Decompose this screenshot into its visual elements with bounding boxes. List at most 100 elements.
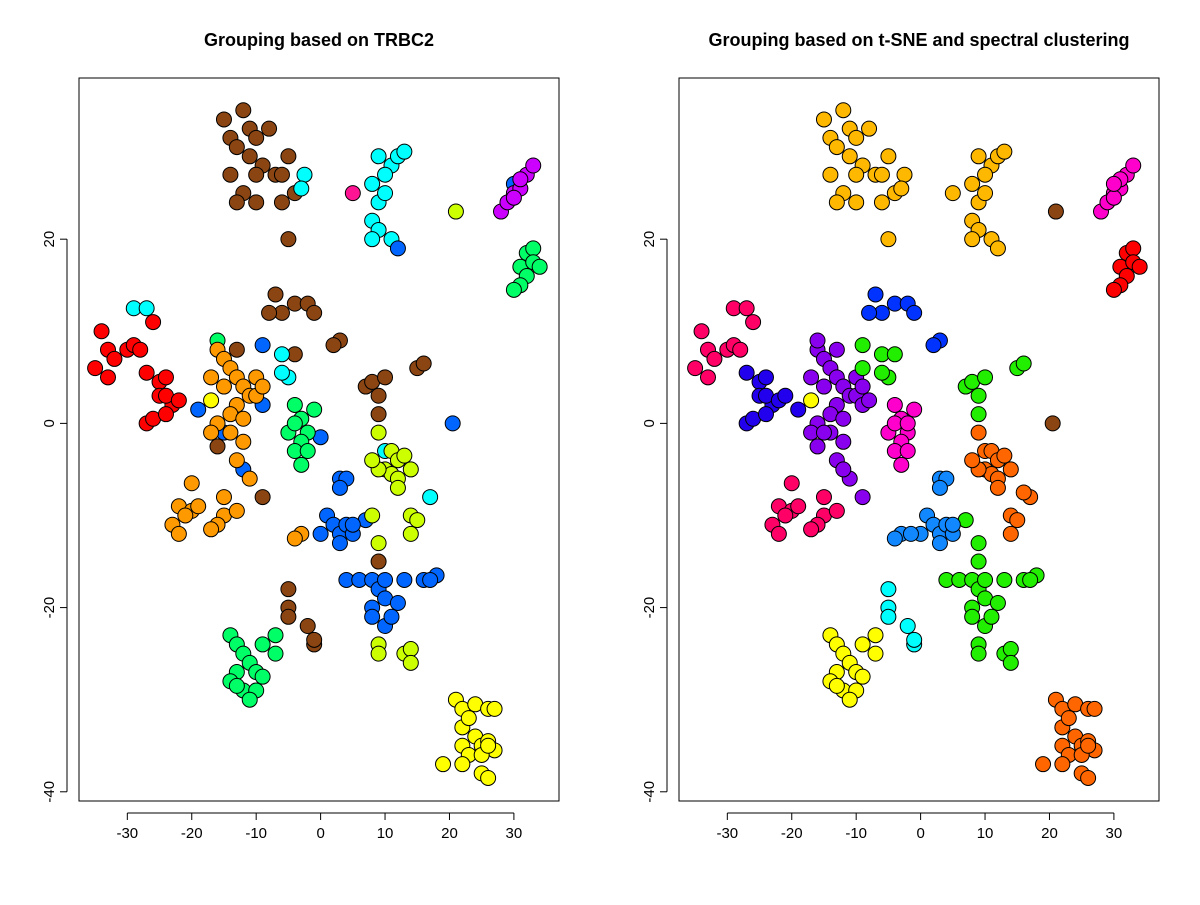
scatter-point (867, 627, 884, 644)
scatter-point (1015, 355, 1032, 372)
scatter-point (273, 166, 290, 183)
scatter-point (899, 443, 916, 460)
scatter-point (273, 364, 290, 381)
x-tick-label: -20 (781, 825, 803, 842)
scatter-point (525, 240, 542, 257)
scatter-point (396, 447, 413, 464)
series-6 (209, 240, 548, 708)
scatter-point (996, 447, 1013, 464)
scatter-point (93, 323, 110, 340)
scatter-point (693, 323, 710, 340)
series-7 (738, 364, 807, 432)
scatter-point (280, 148, 297, 165)
x-tick-label: -30 (716, 825, 738, 842)
chart-title: Grouping based on TRBC2 (204, 30, 434, 50)
scatter-point (964, 175, 981, 192)
series-9 (854, 337, 1045, 671)
y-tick-label: 20 (641, 231, 658, 248)
scatter-point (783, 475, 800, 492)
scatter-point (815, 489, 832, 506)
scatter-point (331, 535, 348, 552)
scatter-point (996, 143, 1013, 160)
scatter-point (861, 392, 878, 409)
scatter-point (389, 240, 406, 257)
scatter-point (699, 369, 716, 386)
scatter-point (809, 332, 826, 349)
scatter-point (280, 608, 297, 625)
scatter-point (854, 668, 871, 685)
series-4 (1105, 240, 1148, 298)
scatter-point (364, 231, 381, 248)
scatter-point (899, 415, 916, 432)
scatter-point (364, 608, 381, 625)
series-3 (880, 157, 1142, 473)
scatter-point (512, 171, 529, 188)
scatter-point (370, 535, 387, 552)
series-13 (803, 392, 884, 708)
series-8 (803, 332, 878, 506)
scatter-point (286, 530, 303, 547)
series-8 (164, 341, 310, 547)
scatter-point (486, 700, 503, 717)
series-1 (209, 102, 432, 653)
scatter-point (325, 337, 342, 354)
scatter-point (835, 102, 852, 119)
scatter-point (203, 369, 220, 386)
scatter-point (854, 378, 871, 395)
scatter-point (444, 415, 461, 432)
series-10 (964, 424, 1103, 786)
scatter-point (370, 387, 387, 404)
scatter-point (235, 433, 252, 450)
y-tick-label: -40 (41, 781, 58, 803)
scatter-point (777, 387, 794, 404)
scatter-point (1125, 157, 1142, 174)
scatter-point (254, 337, 271, 354)
scatter-point (293, 180, 310, 197)
series-12 (880, 581, 923, 653)
plot-frame (78, 77, 560, 802)
scatter-point (364, 452, 381, 469)
scatter-point (790, 498, 807, 515)
scatter-point (228, 677, 245, 694)
x-tick-label: -10 (845, 825, 867, 842)
scatter-point (1054, 756, 1071, 773)
scatter-point (138, 300, 155, 317)
scatter-point (157, 369, 174, 386)
scatter-point (99, 369, 116, 386)
scatter-point (841, 691, 858, 708)
scatter-point (757, 369, 774, 386)
x-tick-label: 30 (1106, 825, 1123, 842)
scatter-point (745, 314, 762, 331)
scatter-point (861, 120, 878, 137)
scatter-point (687, 360, 704, 377)
scatter-point (861, 304, 878, 321)
scatter-point (157, 406, 174, 423)
x-tick-label: -30 (116, 825, 138, 842)
scatter-point (296, 166, 313, 183)
scatter-point (970, 424, 987, 441)
scatter-point (215, 489, 232, 506)
scatter-point (261, 120, 278, 137)
scatter-point (383, 608, 400, 625)
x-tick-label: 30 (506, 825, 523, 842)
scatter-point (402, 641, 419, 658)
scatter-point (203, 424, 220, 441)
scatter-point (203, 392, 220, 409)
scatter-point (854, 489, 871, 506)
panel-2: Grouping based on t-SNE and spectral clu… (641, 30, 1160, 842)
scatter-point (241, 470, 258, 487)
scatter-point (880, 148, 897, 165)
x-tick-label: -10 (245, 825, 267, 842)
x-tick-label: 10 (977, 825, 994, 842)
scatter-point (1080, 769, 1097, 786)
scatter-point (235, 410, 252, 427)
scatter-point (983, 608, 1000, 625)
scatter-point (312, 525, 329, 542)
scatter-point (893, 456, 910, 473)
scatter-point (389, 479, 406, 496)
scatter-point (835, 461, 852, 478)
scatter-point (377, 571, 394, 588)
scatter-point (1002, 461, 1019, 478)
scatter-point (1009, 512, 1026, 529)
scatter-point (87, 360, 104, 377)
